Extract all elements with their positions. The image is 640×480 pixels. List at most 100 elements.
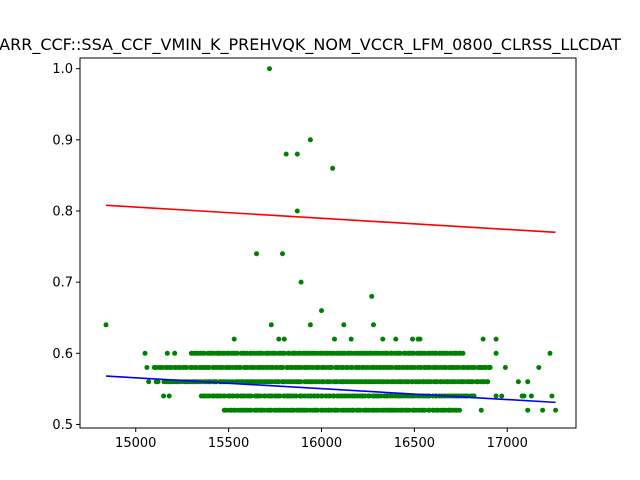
band-point <box>248 393 254 399</box>
data-point <box>348 336 354 342</box>
band-point <box>487 365 493 370</box>
band-point <box>422 407 428 413</box>
data-point <box>276 336 282 342</box>
data-point <box>307 137 313 143</box>
y-tick-label: 0.9 <box>52 133 73 148</box>
band-point <box>460 350 466 356</box>
data-point <box>493 336 499 342</box>
band-point <box>357 407 363 413</box>
data-point <box>515 379 521 385</box>
data-point <box>525 407 531 413</box>
band-point <box>397 350 403 356</box>
band-point <box>411 350 417 356</box>
band-point <box>184 365 190 370</box>
data-point <box>319 308 324 314</box>
lower-fit-line <box>105 375 556 404</box>
data-point <box>393 336 399 342</box>
data-point <box>231 336 237 342</box>
data-point <box>267 66 272 72</box>
band-point <box>281 350 287 356</box>
band-point <box>426 407 432 413</box>
data-point <box>502 365 508 370</box>
band-point <box>293 393 299 399</box>
plot-frame <box>79 57 577 429</box>
data-point <box>254 251 259 257</box>
data-point <box>155 379 161 385</box>
x-tick-label: 15500 <box>208 436 249 451</box>
band-point <box>384 350 390 356</box>
data-point <box>330 165 336 171</box>
band-point <box>329 365 335 370</box>
data-point <box>493 350 499 356</box>
band-point <box>206 365 212 370</box>
data-point <box>525 379 531 385</box>
data-point <box>280 251 285 257</box>
band-point <box>298 379 304 385</box>
y-tick-label: 0.6 <box>52 347 73 362</box>
data-point <box>549 393 555 399</box>
x-axis: 15000 15500 16000 16500 17000 <box>115 428 528 451</box>
data-point <box>307 322 313 328</box>
data-point <box>499 393 505 399</box>
data-point <box>369 293 375 299</box>
data-point <box>371 322 376 328</box>
fit-lines-layer <box>105 204 556 404</box>
band-point <box>277 393 283 399</box>
band-point <box>234 350 240 356</box>
x-tick-label: 15000 <box>115 436 156 451</box>
x-tick-label: 17000 <box>487 436 528 451</box>
band-point <box>389 365 395 370</box>
data-point <box>172 350 178 356</box>
data-point <box>536 365 542 370</box>
upper-fit-line <box>105 204 556 234</box>
data-point <box>332 336 337 342</box>
data-point <box>283 151 289 157</box>
data-point <box>493 393 499 399</box>
band-point <box>457 407 462 413</box>
band-point <box>248 407 254 413</box>
data-point <box>161 393 167 399</box>
x-tick-label: 16500 <box>394 436 435 451</box>
data-point <box>294 151 300 157</box>
data-point <box>281 336 287 342</box>
band-point <box>335 407 341 413</box>
data-point <box>341 322 347 328</box>
band-point <box>470 379 476 385</box>
band-point <box>280 365 286 370</box>
band-point <box>201 350 207 356</box>
x-tick-label: 16000 <box>301 436 342 451</box>
data-point <box>410 336 415 342</box>
y-tick-label: 1.0 <box>52 62 73 77</box>
y-tick-label: 0.5 <box>52 418 73 433</box>
data-point <box>166 393 172 399</box>
data-point <box>553 407 559 413</box>
data-point <box>142 350 148 356</box>
data-point <box>164 350 170 356</box>
band-point <box>406 407 412 413</box>
band-point <box>259 350 265 356</box>
data-point <box>146 379 152 385</box>
band-point <box>258 393 263 399</box>
data-point <box>484 379 490 385</box>
y-tick-label: 0.7 <box>52 276 73 291</box>
y-tick-label: 0.8 <box>52 204 73 219</box>
data-point <box>417 336 423 342</box>
data-point <box>103 322 109 328</box>
data-point <box>268 322 274 328</box>
data-point <box>478 365 484 370</box>
band-point <box>350 407 356 413</box>
data-point <box>547 350 553 356</box>
data-point <box>540 407 546 413</box>
data-point <box>480 336 486 342</box>
chart-title: ARR_CCF::SSA_CCF_VMIN_K_PREHVQK_NOM_VCCR… <box>0 35 621 55</box>
data-point <box>144 365 150 370</box>
band-point <box>315 407 321 413</box>
data-point <box>478 407 484 413</box>
band-point <box>472 365 478 370</box>
y-axis: 0.5 0.6 0.7 0.8 0.9 1.0 <box>52 62 80 433</box>
data-point <box>294 208 300 214</box>
band-point <box>238 365 243 370</box>
data-point <box>521 393 527 399</box>
points-layer <box>103 66 559 413</box>
